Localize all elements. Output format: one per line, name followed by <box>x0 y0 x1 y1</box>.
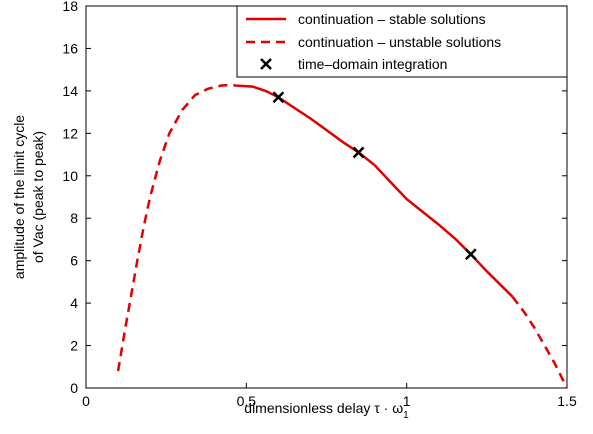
x-tick-label: 0.5 <box>237 393 257 409</box>
x-tick-label: 0 <box>82 393 90 409</box>
legend-label-stable: continuation – stable solutions <box>298 11 486 27</box>
y-tick-label: 4 <box>70 295 78 311</box>
y-axis-label-line2: of Vac (peak to peak) <box>30 131 46 263</box>
y-tick-label: 6 <box>70 253 78 269</box>
legend: continuation – stable solutions continua… <box>236 5 568 78</box>
legend-label-time-domain: time–domain integration <box>298 56 447 72</box>
y-tick-label: 8 <box>70 210 78 226</box>
x-axis-label-subscript: 1 <box>403 410 409 421</box>
legend-label-unstable: continuation – unstable solutions <box>298 34 501 50</box>
x-axis-label-text: dimensionless delay τ · ω <box>244 400 403 416</box>
y-tick-label: 0 <box>70 380 78 396</box>
y-tick-label: 16 <box>62 40 78 56</box>
time-domain-point <box>352 146 365 159</box>
x-tick-label: 1 <box>403 393 411 409</box>
unstable-series-line <box>116 83 237 372</box>
legend-box <box>236 5 568 78</box>
plot-area: 0 2 4 6 8 10 12 14 16 18 0 0.5 1 1.5 <box>62 0 577 409</box>
y-tick-label: 14 <box>62 83 78 99</box>
stable-series-line <box>236 84 514 298</box>
legend-x-mark <box>260 58 272 70</box>
y-tick-label: 18 <box>62 0 78 14</box>
y-tick-label: 2 <box>70 338 78 354</box>
legend-marker-x-icon <box>260 58 272 70</box>
series-layer <box>116 83 569 389</box>
x-tick-label: 1.5 <box>557 393 577 409</box>
time-domain-point <box>272 91 285 104</box>
y-axis-ticks: 0 2 4 6 8 10 12 14 16 18 <box>62 0 567 396</box>
y-tick-label: 10 <box>62 168 78 184</box>
y-tick-label: 12 <box>62 125 78 141</box>
x-axis-label: dimensionless delay τ · ω1 <box>244 400 409 421</box>
unstable-series-line <box>511 295 569 389</box>
time-domain-point <box>464 248 477 261</box>
y-axis-label-line1: amplitude of the limit cycle <box>11 115 27 279</box>
